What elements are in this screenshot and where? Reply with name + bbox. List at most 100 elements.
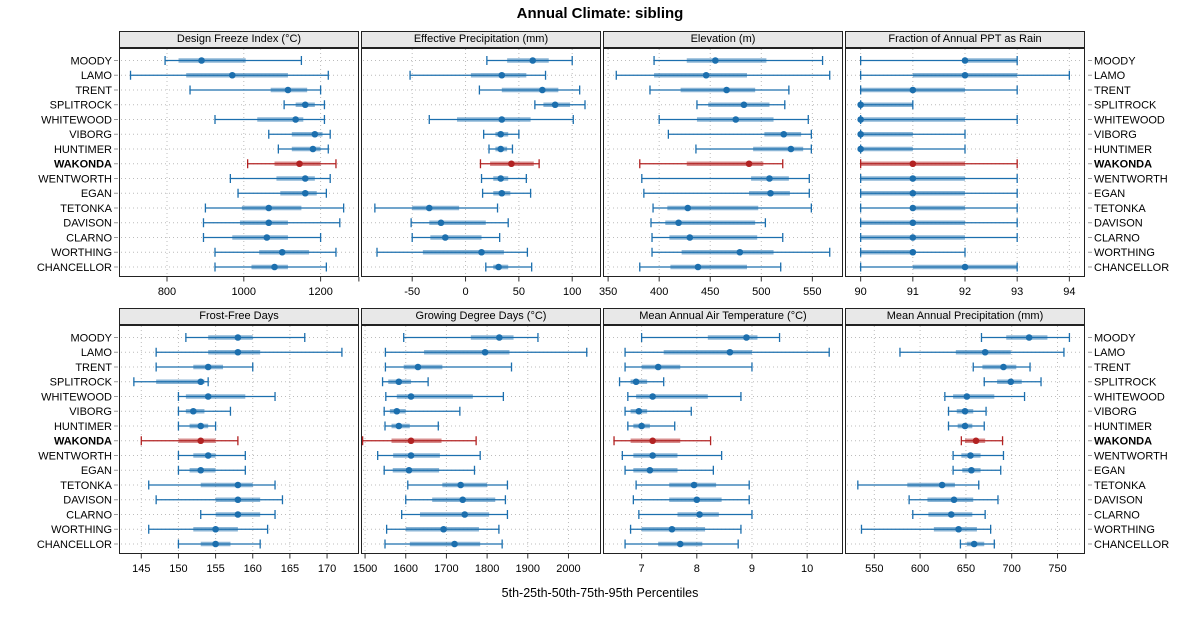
station-labels-right: MOODY LAMO TRENT SPLITROCK WHITEWOOD VIBORG HU…	[1088, 332, 1169, 551]
station-label-viborg: VIBORG	[1094, 406, 1137, 418]
percentile-series-chancellor	[177, 539, 261, 549]
station-label-tetonka: TETONKA	[1094, 480, 1146, 492]
percentile-series-trent	[189, 85, 322, 95]
panel-fraction-of-annual-ppt-as-rain: Fraction of Annual PPT as Rain 90 91 92 93 94	[845, 31, 1085, 301]
station-label-worthing: WORTHING	[51, 524, 112, 536]
panel-plot: 1500 1600 1700 1800 1900 2000	[353, 325, 601, 575]
percentile-series-lamo	[129, 70, 329, 80]
x-tick-label: 500	[752, 286, 770, 298]
station-label-whitewood: WHITEWOOD	[1094, 114, 1165, 126]
percentile-series-huntimer	[277, 144, 329, 154]
panel-frost-free-days: Frost-Free Days 145 150 155 160 165 170	[119, 308, 359, 578]
panel-header: Mean Annual Precipitation (mm)	[845, 308, 1085, 325]
panel-row-bottom: MOODY LAMO TRENT SPLITROCK WHITEWOOD VIBORG HU…	[2, 308, 1179, 578]
percentile-series-worthing	[376, 247, 529, 257]
panel-plot: -50 0 50 100	[358, 48, 601, 298]
percentile-series-worthing	[629, 524, 742, 534]
panel-plot: 550 600 650 700 750	[845, 325, 1085, 575]
x-axis: 1500 1600 1700 1800 1900 2000	[353, 554, 581, 575]
percentile-series-davison	[202, 218, 341, 228]
station-label-huntimer: HUNTIMER	[1094, 144, 1152, 156]
x-tick-label: 1800	[475, 563, 499, 575]
percentile-series-trent	[478, 85, 581, 95]
x-tick-label: 150	[169, 563, 187, 575]
x-tick-label: 650	[957, 563, 975, 575]
x-tick-label: -50	[404, 286, 420, 298]
percentile-series-worthing	[148, 524, 269, 534]
station-label-worthing: WORTHING	[1094, 247, 1155, 259]
percentile-series-lamo	[624, 347, 830, 357]
percentile-series-splitrock	[696, 100, 786, 110]
percentile-series-viborg	[268, 129, 331, 139]
panel-border	[845, 325, 1085, 554]
percentile-series-viborg	[383, 406, 461, 416]
station-label-tetonka: TETONKA	[60, 480, 112, 492]
percentile-series-worthing	[214, 247, 337, 257]
station-label-lamo: LAMO	[81, 70, 113, 82]
x-tick-label: 170	[318, 563, 336, 575]
panel-plot: 7 8 9 10	[603, 325, 843, 575]
percentile-series-huntimer	[857, 144, 966, 154]
station-label-splitrock: SPLITROCK	[50, 377, 113, 389]
percentile-series-viborg	[483, 129, 520, 139]
x-tick-label: 10	[801, 563, 813, 575]
station-label-viborg: VIBORG	[1094, 129, 1137, 141]
panel-effective-precipitation-mm: Effective Precipitation (mm) -50 0 50 100	[358, 31, 601, 301]
percentile-series-huntimer	[695, 144, 812, 154]
panel-header: Elevation (m)	[603, 31, 843, 48]
panel-header: Effective Precipitation (mm)	[361, 31, 601, 48]
percentile-series-egan	[952, 465, 1002, 475]
percentile-series-huntimer	[947, 421, 985, 431]
percentile-series-wentworth	[621, 451, 723, 460]
percentile-series-lamo	[899, 347, 1065, 357]
station-label-wentworth: WENTWORTH	[1094, 450, 1168, 462]
percentile-series-viborg	[624, 406, 692, 416]
station-label-whitewood: WHITEWOOD	[1094, 391, 1165, 403]
percentile-series-davison	[632, 495, 750, 505]
station-label-moody: MOODY	[70, 332, 112, 344]
percentile-series-trent	[155, 362, 254, 372]
percentile-series-chancellor	[959, 539, 995, 549]
panel-plot: 350 400 450 500 550	[599, 48, 843, 298]
percentile-series-egan	[481, 188, 532, 198]
x-tick-label: 400	[650, 286, 668, 298]
percentile-series-tetonka	[635, 480, 750, 490]
station-label-moody: MOODY	[1094, 332, 1136, 344]
percentile-series-moody	[640, 333, 781, 342]
x-tick-label: 8	[694, 563, 700, 575]
x-axis: 7 8 9 10	[639, 554, 813, 575]
station-label-trent: TRENT	[1094, 362, 1131, 374]
x-tick-label: 450	[701, 286, 719, 298]
station-label-clarno: CLARNO	[66, 232, 112, 244]
percentile-series-clarno	[912, 510, 986, 519]
station-label-tetonka: TETONKA	[1094, 203, 1146, 215]
x-axis: 90 91 92 93 94	[855, 277, 1075, 298]
percentile-series-wentworth	[229, 174, 331, 183]
percentile-series-egan	[237, 188, 328, 198]
station-label-lamo: LAMO	[1094, 347, 1126, 359]
station-label-clarno: CLARNO	[1094, 232, 1140, 244]
x-tick-label: 100	[563, 286, 581, 298]
x-tick-label: 600	[911, 563, 929, 575]
percentile-series-tetonka	[652, 203, 812, 213]
percentile-series-lamo	[615, 70, 831, 80]
percentile-series-whitewood	[428, 115, 574, 124]
percentile-series-trent	[860, 85, 1018, 95]
station-label-egan: EGAN	[1094, 465, 1125, 477]
gridlines	[121, 49, 357, 276]
x-tick-label: 550	[803, 286, 821, 298]
station-label-splitrock: SPLITROCK	[1094, 377, 1157, 389]
station-label-huntimer: HUNTIMER	[1094, 421, 1152, 433]
percentile-series-moody	[980, 333, 1071, 342]
x-tick-label: 91	[907, 286, 919, 298]
percentile-series-moody	[860, 56, 1018, 65]
x-tick-label: 700	[1003, 563, 1021, 575]
percentile-series-clarno	[651, 233, 784, 242]
percentile-series-tetonka	[860, 203, 1018, 213]
percentile-series-clarno	[860, 233, 1018, 242]
station-label-davison: DAVISON	[1094, 218, 1143, 230]
x-tick-label: 50	[513, 286, 525, 298]
panel-border	[361, 325, 601, 554]
percentile-series-chancellor	[384, 539, 503, 549]
percentile-series-egan	[624, 465, 714, 475]
